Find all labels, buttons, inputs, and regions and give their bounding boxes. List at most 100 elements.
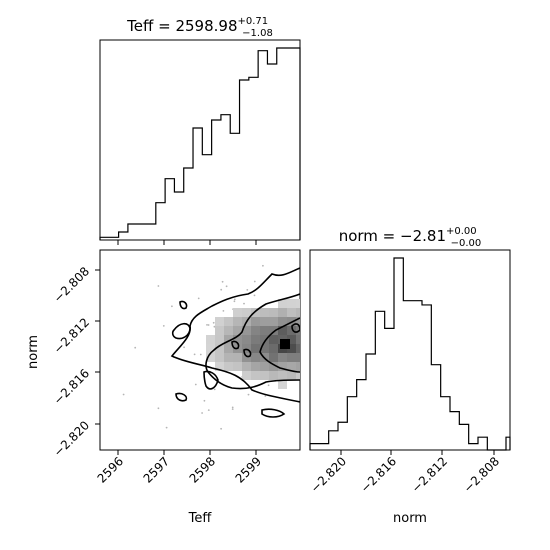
joint-x-ticks: 2596 2597 2598 2599: [95, 450, 264, 486]
scatter-point: [253, 294, 256, 297]
scatter-point: [225, 285, 228, 288]
density-cells: [206, 299, 300, 389]
x-axis-label-teff: Teff: [188, 511, 213, 526]
density-cell: [215, 344, 224, 353]
x-axis-label-norm: norm: [393, 511, 427, 526]
scatter-point: [231, 408, 234, 410]
norm-title-plus: +0.00: [446, 226, 477, 237]
density-cell: [215, 317, 224, 326]
joint-y-ticks: −2.808 −2.812 −2.816 −2.820: [51, 264, 100, 460]
x-tick-label: 2596: [95, 454, 126, 485]
density-cell: [269, 335, 278, 344]
density-cell: [287, 299, 296, 308]
contour-island-3: [175, 392, 188, 402]
teff-hist-frame: [99, 39, 301, 241]
density-cell: [224, 362, 233, 371]
density-cell: [233, 308, 242, 317]
contour-island-7: [261, 408, 286, 418]
density-cell: [269, 353, 278, 362]
density-cell: [269, 371, 278, 380]
scatter-point: [233, 298, 236, 301]
density-cell: [260, 317, 269, 326]
scatter-point: [171, 305, 173, 308]
density-cell: [206, 353, 215, 362]
x-tick-label: 2599: [233, 454, 264, 485]
teff-title-plus: +0.71: [238, 16, 269, 27]
scatter-point: [183, 346, 186, 349]
density-cell: [278, 380, 287, 389]
norm-hist-ticks: −2.820 −2.816 −2.812 −2.808: [308, 450, 502, 496]
y-tick-label: −2.816: [51, 366, 92, 407]
density-cell: [251, 344, 260, 353]
density-cell: [296, 299, 300, 308]
density-cell: [287, 353, 296, 362]
density-cell: [215, 353, 224, 362]
scatter-point: [243, 302, 245, 305]
density-cell: [215, 362, 224, 371]
density-cell: [260, 362, 269, 371]
contour-island-6: [243, 348, 252, 358]
density-cell: [224, 317, 233, 326]
scatter-point: [206, 324, 208, 326]
density-cell: [269, 362, 278, 371]
scatter-point: [213, 388, 216, 391]
density-cell: [251, 317, 260, 326]
scatter-point: [207, 324, 210, 326]
density-cell: [278, 326, 287, 335]
teff-hist-ticks: [117, 240, 257, 245]
density-cell: [224, 353, 233, 362]
contour-island-5: [231, 340, 240, 350]
density-cell: [260, 335, 269, 344]
y-tick-label: −2.808: [51, 264, 92, 305]
density-cell: [269, 317, 278, 326]
scatter-point: [213, 325, 216, 328]
density-cell: [269, 308, 278, 317]
norm-title-minus: −0.00: [451, 238, 482, 249]
density-cell: [251, 308, 260, 317]
scatter-point: [264, 395, 267, 397]
scatter-point: [267, 384, 270, 387]
scatter-point: [201, 412, 204, 414]
scatter-point: [197, 297, 200, 300]
density-cell: [242, 353, 251, 362]
density-cell: [287, 335, 296, 344]
scatter-point: [165, 426, 168, 429]
scatter-point: [157, 407, 160, 410]
density-cell: [296, 317, 300, 326]
scatter-point: [199, 353, 202, 356]
norm-x-tick-label: −2.816: [358, 454, 399, 495]
density-cell: [278, 353, 287, 362]
scatter-point: [157, 285, 160, 287]
density-cell: [206, 335, 215, 344]
density-cell: [242, 308, 251, 317]
norm-hist-frame: [309, 249, 511, 451]
contour-island-1: [171, 322, 191, 340]
density-cell: [296, 362, 300, 371]
density-cell: [233, 362, 242, 371]
density-cell: [233, 326, 242, 335]
density-cell: [224, 344, 233, 353]
density-cell: [287, 362, 296, 371]
density-cell: [296, 308, 300, 317]
norm-x-tick-label: −2.820: [308, 454, 349, 495]
density-cell: [296, 326, 300, 335]
density-cell: [233, 335, 242, 344]
contour-inner: [259, 317, 300, 373]
density-cell: [242, 371, 251, 380]
density-cell: [215, 326, 224, 335]
density-cell: [287, 326, 296, 335]
density-cell: [242, 326, 251, 335]
density-cell: [296, 344, 300, 353]
scatter-point: [253, 280, 256, 283]
scatter-point: [231, 406, 234, 409]
y-tick-label: −2.812: [51, 315, 92, 356]
scatter-point: [220, 288, 223, 291]
density-cell: [224, 326, 233, 335]
density-cell: [251, 362, 260, 371]
density-cell: [251, 371, 260, 380]
peak-marker: [280, 339, 290, 349]
contour-island-2: [203, 370, 219, 390]
scatter-point: [207, 409, 210, 411]
density-cell: [278, 317, 287, 326]
